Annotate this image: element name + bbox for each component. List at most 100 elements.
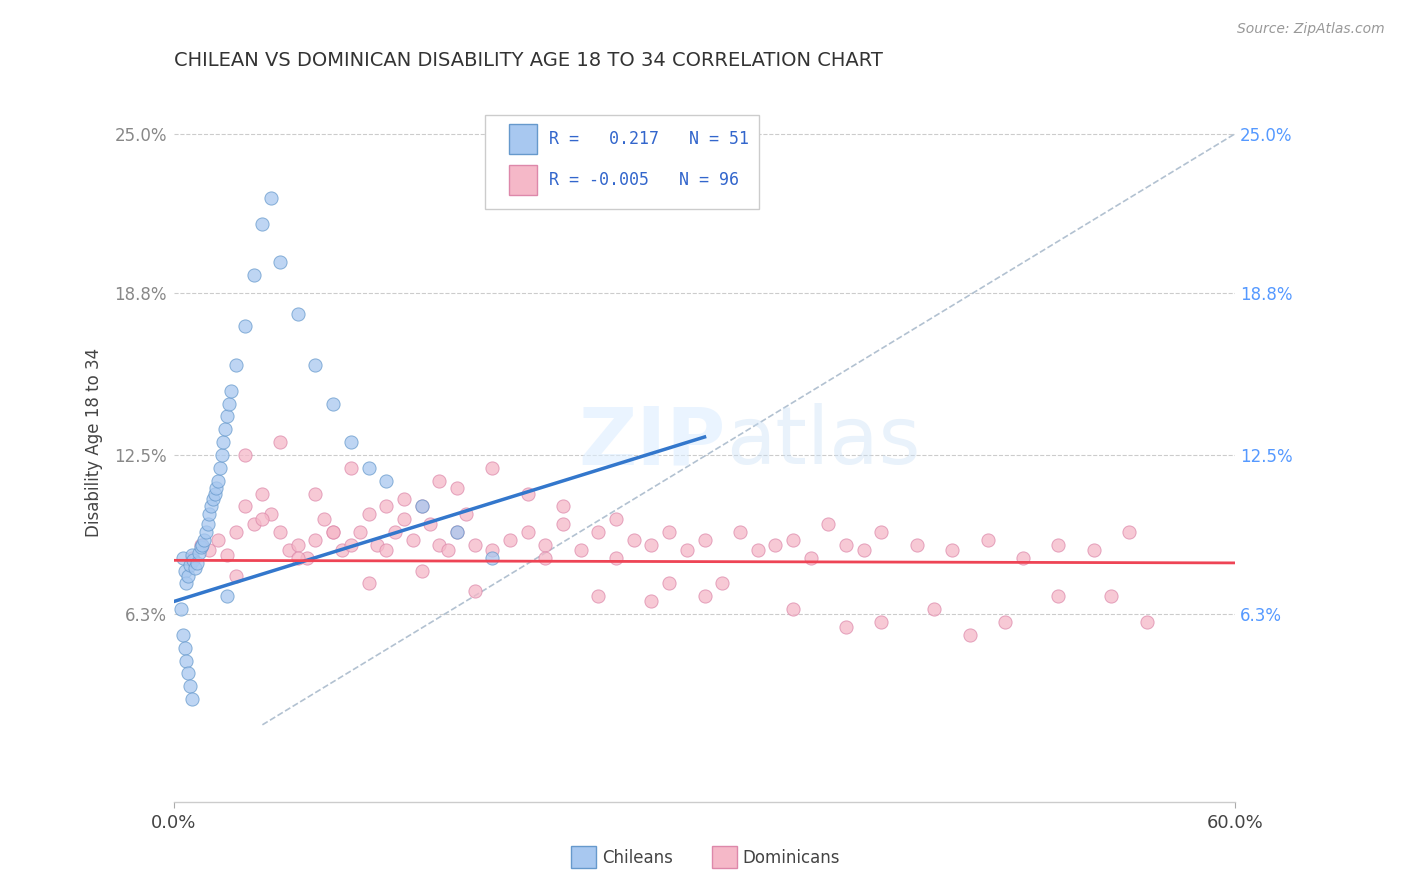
Point [605,550,627,565]
Point [269,435,291,450]
Point [676,543,699,558]
Point [800,550,823,565]
Point [287,550,309,565]
Point [242,268,264,282]
Point [215,548,238,562]
Point [204,486,226,500]
Text: Source: ZipAtlas.com: Source: ZipAtlas.com [1237,22,1385,37]
Point [1047,590,1070,604]
Point [763,538,786,552]
Point [207,533,229,547]
Point [179,558,201,573]
Point [225,568,247,582]
Point [357,507,380,521]
Point [197,517,219,532]
Point [870,615,893,629]
Point [419,517,441,532]
Point [176,576,198,591]
Point [177,666,200,681]
Point [200,500,222,514]
Point [173,564,195,578]
Point [183,553,205,567]
Point [349,524,371,539]
Point [314,512,336,526]
Point [207,474,229,488]
Point [747,543,769,558]
Point [172,550,194,565]
Point [924,602,946,616]
Point [976,533,998,547]
Point [994,615,1017,629]
Point [242,517,264,532]
Text: Dominicans: Dominicans [742,849,839,867]
Point [499,533,522,547]
Point [212,435,235,450]
Point [260,507,283,521]
Text: Chileans: Chileans [602,849,673,867]
Point [375,474,398,488]
Point [340,435,363,450]
Point [464,538,486,552]
Point [180,692,202,706]
Point [215,409,238,424]
Point [219,384,242,398]
Point [322,524,344,539]
Point [1099,590,1122,604]
Point [427,538,450,552]
Point [225,524,247,539]
Point [516,524,538,539]
Point [252,512,274,526]
Point [193,533,215,547]
Point [411,500,433,514]
Point [176,654,198,668]
Point [198,507,221,521]
Point [269,255,291,269]
Point [295,550,318,565]
Point [1083,543,1105,558]
Point [198,543,221,558]
Point [534,550,557,565]
Point [190,541,212,555]
Point [357,576,380,591]
Y-axis label: Disability Age 18 to 34: Disability Age 18 to 34 [86,348,103,537]
Point [322,524,344,539]
Point [454,507,477,521]
Point [366,538,388,552]
Point [330,543,353,558]
Point [304,358,326,372]
Point [180,550,202,565]
Text: ZIP: ZIP [578,403,725,481]
Point [340,538,363,552]
Point [588,524,610,539]
Point [287,307,309,321]
Point [304,486,326,500]
Point [516,486,538,500]
Point [551,517,574,532]
Point [959,628,981,642]
Text: CHILEAN VS DOMINICAN DISABILITY AGE 18 TO 34 CORRELATION CHART: CHILEAN VS DOMINICAN DISABILITY AGE 18 T… [174,51,883,70]
Point [693,590,716,604]
Point [905,538,928,552]
Point [233,448,256,462]
Point [252,217,274,231]
Point [658,576,681,591]
Point [1118,524,1140,539]
Point [464,584,486,599]
Point [340,460,363,475]
Point [180,548,202,562]
Point [190,538,212,552]
Point [177,568,200,582]
Point [194,524,217,539]
Point [191,538,214,552]
Point [551,500,574,514]
Point [782,533,804,547]
Point [481,460,503,475]
Point [640,594,662,608]
Point [446,524,468,539]
Point [569,543,592,558]
Point [201,491,224,506]
Point [870,524,893,539]
Point [941,543,963,558]
Point [278,543,301,558]
Point [173,640,195,655]
